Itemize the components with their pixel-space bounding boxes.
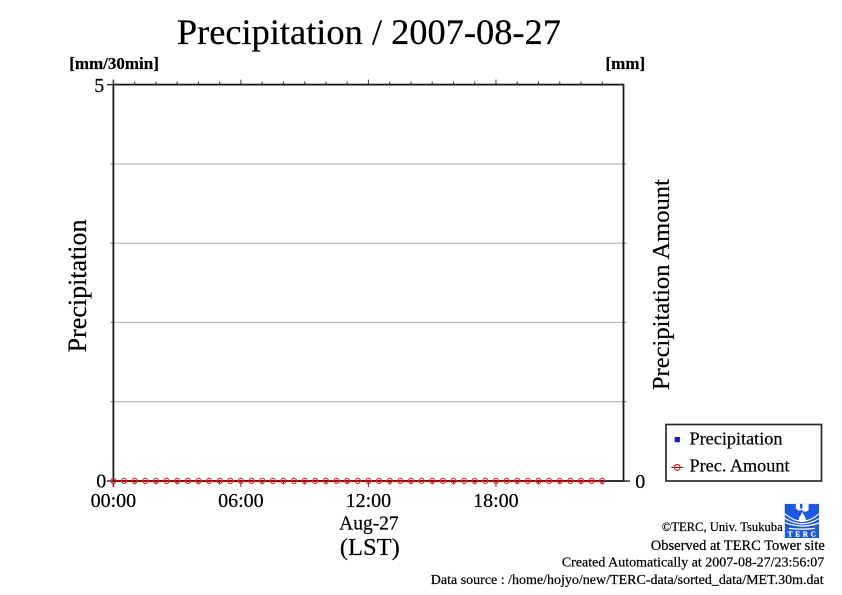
svg-text:Precipitation: Precipitation — [690, 429, 783, 449]
svg-text:Created Automatically at 2007-: Created Automatically at 2007-08-27/23:5… — [562, 556, 824, 571]
svg-text:Prec. Amount: Prec. Amount — [690, 456, 790, 476]
svg-text:TERC: TERC — [788, 530, 819, 538]
svg-text:[mm/30min]: [mm/30min] — [69, 54, 159, 73]
svg-text:[mm]: [mm] — [606, 54, 646, 73]
svg-text:©TERC, Univ. Tsukuba: ©TERC, Univ. Tsukuba — [662, 520, 783, 534]
svg-text:Observed at TERC Tower site: Observed at TERC Tower site — [651, 538, 825, 554]
svg-text:Aug-27: Aug-27 — [339, 514, 399, 535]
svg-text:18:00: 18:00 — [473, 490, 519, 512]
svg-text:Precipitation: Precipitation — [63, 219, 92, 352]
svg-text:0: 0 — [96, 471, 106, 493]
svg-text:Precipitation / 2007-08-27: Precipitation / 2007-08-27 — [177, 12, 561, 52]
svg-text:Precipitation Amount: Precipitation Amount — [648, 179, 675, 390]
svg-text:0: 0 — [635, 471, 645, 493]
svg-text:Data source : /home/hojyo/new/: Data source : /home/hojyo/new/TERC-data/… — [431, 573, 824, 588]
svg-text:00:00: 00:00 — [91, 490, 137, 512]
svg-text:12:00: 12:00 — [346, 490, 392, 512]
svg-text:06:00: 06:00 — [218, 490, 264, 512]
svg-text:5: 5 — [94, 75, 104, 97]
svg-text:(LST): (LST) — [340, 534, 400, 561]
